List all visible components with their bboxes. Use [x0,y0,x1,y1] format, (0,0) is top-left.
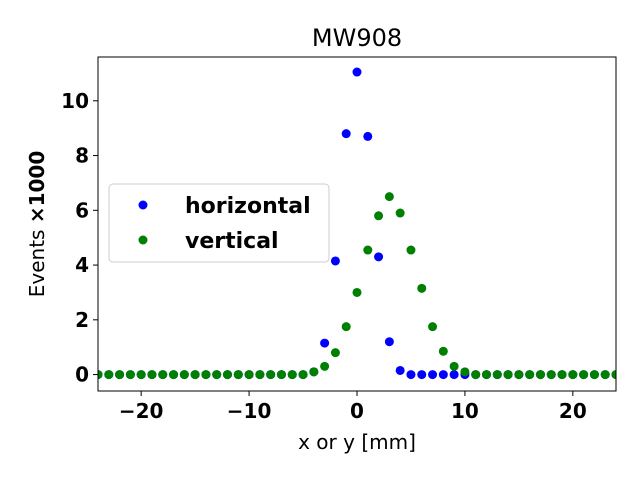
data-point [287,370,297,380]
data-point [179,370,189,380]
data-point [158,370,168,380]
data-point [233,370,243,380]
data-point [201,370,211,380]
data-point [320,361,330,371]
series-vertical [98,192,616,380]
plot-frame [97,56,617,392]
data-point [212,370,222,380]
data-point [115,370,125,380]
data-point [276,370,286,380]
y-tick-label: 4 [75,253,89,277]
data-point [395,365,405,375]
data-point [384,192,394,202]
data-point [136,370,146,380]
data-point [406,245,416,255]
x-tick-label: 0 [350,399,364,423]
y-tick-label: 10 [61,89,89,113]
data-point [266,370,276,380]
data-point [98,370,103,380]
data-point [546,370,556,380]
data-point [535,370,545,380]
data-point [557,370,567,380]
data-point [320,338,330,348]
data-point [568,370,578,380]
legend: horizontal vertical [108,183,330,263]
y-axis-label-multiplier: ×1000 [25,151,49,223]
x-axis-label: x or y [mm] [298,430,416,454]
data-point [352,67,362,77]
data-point [309,367,319,377]
data-point [298,370,308,380]
axis-ticks: −20 −10 0 10 20 0 2 4 6 8 10 [61,89,587,423]
data-point [417,370,427,380]
chart-title: MW908 [312,24,402,52]
data-point [352,287,362,297]
data-point [449,361,459,371]
data-points [98,67,616,380]
data-point [417,283,427,293]
data-point [190,370,200,380]
data-point [449,370,459,380]
y-axis-label-prefix: Events [25,223,49,297]
legend-box [108,183,330,263]
data-point [428,322,438,332]
legend-label-horizontal: horizontal [185,194,311,219]
data-point [223,370,232,380]
data-point [341,322,351,332]
y-tick-label: 0 [75,363,89,387]
y-tick-label: 6 [75,198,89,222]
legend-label-vertical: vertical [185,229,279,254]
data-point [438,346,448,356]
data-point [374,252,384,262]
data-point [525,370,535,380]
y-axis-label: Events ×1000 [25,151,49,298]
data-point [428,370,438,380]
data-point [125,370,135,380]
data-point [395,208,405,218]
y-tick-label: 2 [75,308,89,332]
legend-marker-horizontal [138,200,148,210]
data-point [503,370,513,380]
data-point [104,370,114,380]
legend-marker-vertical [138,235,148,245]
data-point [363,245,373,255]
data-point [589,370,599,380]
data-point [147,370,157,380]
data-point [255,370,265,380]
data-point [514,370,524,380]
data-point [384,337,394,347]
data-point [406,370,416,380]
data-point [438,370,448,380]
data-point [460,367,470,377]
data-point [579,370,589,380]
data-point [330,348,340,358]
data-point [244,370,254,380]
x-tick-label: −20 [119,399,164,423]
data-point [482,370,491,380]
data-point [600,370,610,380]
data-point [330,256,340,266]
x-tick-label: 20 [559,399,587,423]
y-tick-label: 8 [75,144,89,168]
data-point [374,211,384,221]
x-tick-label: 10 [451,399,479,423]
data-point [169,370,179,380]
data-point [492,370,502,380]
x-tick-label: −10 [227,399,272,423]
data-point [363,131,373,141]
data-point [341,129,351,139]
data-point [471,370,481,380]
data-point [611,370,616,380]
